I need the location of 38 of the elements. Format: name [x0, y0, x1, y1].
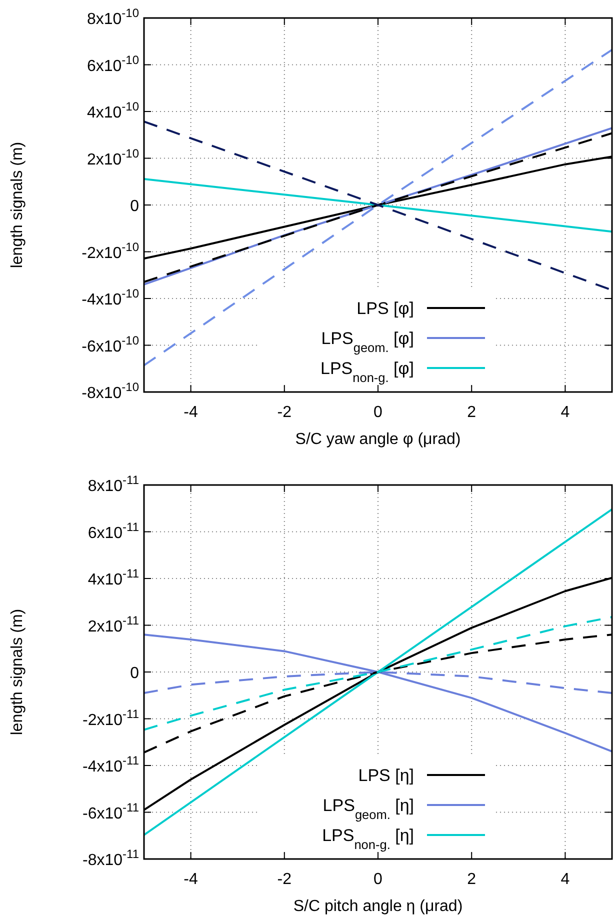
y-tick-label: -6x10$^{-11}$ [82, 800, 140, 822]
x-tick-label: 0 [374, 871, 383, 888]
y-tick-label: 6x10$^{-10}$ [86, 52, 140, 75]
x-tick-label: 2 [467, 404, 476, 421]
x-tick-label: 0 [374, 404, 383, 421]
y-tick-label: 6x10$^{-11}$ [88, 520, 140, 542]
y-axis-title: length signals (m) [9, 608, 26, 736]
y-tick-label: 4x10$^{-10}$ [86, 100, 140, 122]
x-tick-label: 4 [560, 871, 570, 888]
y-tick-label: 8x10$^{-11}$ [88, 473, 140, 495]
x-tick-label: 4 [560, 404, 570, 421]
legend-label: LPS$_{non-g.}$ [φ] [320, 359, 414, 384]
x-tick-label: -2 [277, 404, 292, 421]
x-tick-label: -2 [277, 871, 292, 888]
x-tick-label: -4 [184, 404, 198, 421]
y-tick-label: 4x10$^{-11}$ [88, 566, 140, 588]
y-tick-label: -4x10$^{-10}$ [82, 286, 140, 308]
legend-label: LPS$_{geom.}$ [φ] [321, 329, 414, 354]
x-axis-title: S/C pitch angle η (μrad) [293, 898, 463, 915]
x-tick-label: 2 [467, 871, 476, 888]
y-tick-label: 2x10$^{-10}$ [86, 146, 140, 168]
y-tick-label: -8x10$^{-11}$ [82, 847, 140, 869]
legend-label: LPS [η] [358, 766, 414, 785]
legend-label: LPS$_{geom.}$ [η] [322, 796, 414, 822]
y-tick-label: -2x10$^{-11}$ [82, 706, 140, 729]
y-tick-label: -2x10$^{-10}$ [82, 240, 140, 262]
y-tick-label: -4x10$^{-11}$ [82, 754, 140, 776]
y-axis-title: length signals (m) [9, 142, 26, 268]
y-tick-label: -6x10$^{-10}$ [82, 333, 140, 356]
y-tick-label: 0 [130, 665, 140, 682]
legend-label: LPS [φ] [356, 299, 414, 318]
x-tick-label: -4 [184, 871, 198, 888]
x-axis-title: S/C yaw angle φ (μrad) [295, 431, 461, 448]
y-tick-label: 2x10$^{-11}$ [88, 613, 140, 636]
y-tick-label: 8x10$^{-10}$ [86, 6, 140, 28]
legend-label: LPS$_{non-g.}$ [η] [322, 826, 414, 852]
y-tick-label: 0 [130, 198, 140, 215]
y-tick-label: -8x10$^{-10}$ [82, 380, 140, 402]
